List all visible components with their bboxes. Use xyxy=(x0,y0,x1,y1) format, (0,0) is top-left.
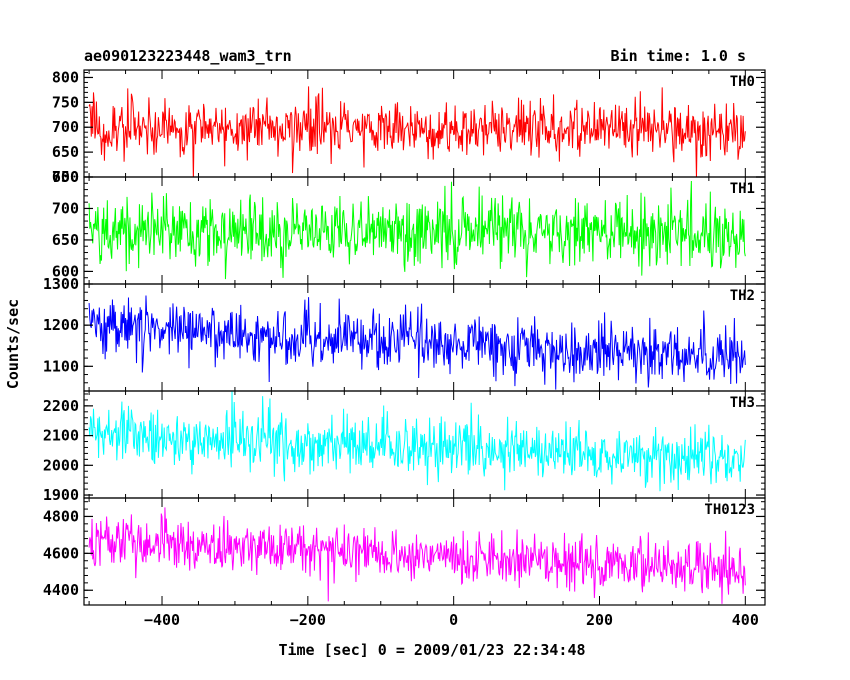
y-tick-label: 650 xyxy=(52,231,79,249)
panel-frame xyxy=(83,497,766,606)
panel-th2: 1100 1200 1300 TH2 xyxy=(43,275,766,392)
y-tick-label: 650 xyxy=(52,143,79,161)
panel-label: TH0123 xyxy=(704,502,755,518)
x-tick-label: −200 xyxy=(290,611,326,629)
y-tick-label: 700 xyxy=(52,199,79,217)
y-tick-label: 2200 xyxy=(43,397,79,415)
y-tick-label: 1200 xyxy=(43,316,79,334)
panel-label: TH2 xyxy=(730,288,755,304)
panel-frame xyxy=(83,283,766,392)
x-axis: −400 −200 0 200 400 xyxy=(144,611,759,629)
panel-label: TH0 xyxy=(730,74,755,90)
y-tick-label: 600 xyxy=(52,168,79,186)
panel-th3: 1900 2000 2100 2200 TH3 xyxy=(43,390,766,504)
series-line-th1 xyxy=(88,180,746,280)
panel-th0123: 4400 4600 4800 TH0123 xyxy=(43,497,766,606)
x-axis-label: Time [sec] 0 = 2009/01/23 22:34:48 xyxy=(278,641,585,659)
x-tick-label: 200 xyxy=(586,611,613,629)
bin-time-label: Bin time: 1.0 s xyxy=(611,47,746,65)
y-tick-label: 1100 xyxy=(43,357,79,375)
series-line-th3 xyxy=(88,391,746,492)
x-tick-label: 0 xyxy=(449,611,458,629)
chart-title: ae090123223448_wam3_trn xyxy=(84,47,292,65)
y-tick-label: 2000 xyxy=(43,456,79,474)
y-tick-label: 1900 xyxy=(43,486,79,504)
series-line-th2 xyxy=(88,295,746,390)
y-tick-label: 700 xyxy=(52,118,79,136)
y-axis-label: Counts/sec xyxy=(4,299,22,389)
x-tick-label: 400 xyxy=(732,611,759,629)
y-tick-label: 2100 xyxy=(43,427,79,445)
panel-label: TH3 xyxy=(730,395,755,411)
series-line-th0 xyxy=(88,86,746,177)
y-tick-label: 1300 xyxy=(43,275,79,293)
y-tick-label: 800 xyxy=(52,68,79,86)
x-tick-label: −400 xyxy=(144,611,180,629)
panel-th0: 600 650 700 750 800 TH0 xyxy=(52,68,766,186)
y-tick-label: 4400 xyxy=(43,581,79,599)
y-tick-label: 750 xyxy=(52,168,79,186)
series-line-th0123 xyxy=(88,507,746,604)
panels: 600 650 700 750 800 TH0 600 650 700 750 TH1 1100 120… xyxy=(43,68,766,606)
y-tick-label: 4800 xyxy=(43,507,79,525)
y-tick-label: 4600 xyxy=(43,544,79,562)
y-tick-label: 750 xyxy=(52,93,79,111)
panel-th1: 600 650 700 750 TH1 xyxy=(52,168,766,285)
y-tick-label: 600 xyxy=(52,262,79,280)
panel-label: TH1 xyxy=(730,181,755,197)
